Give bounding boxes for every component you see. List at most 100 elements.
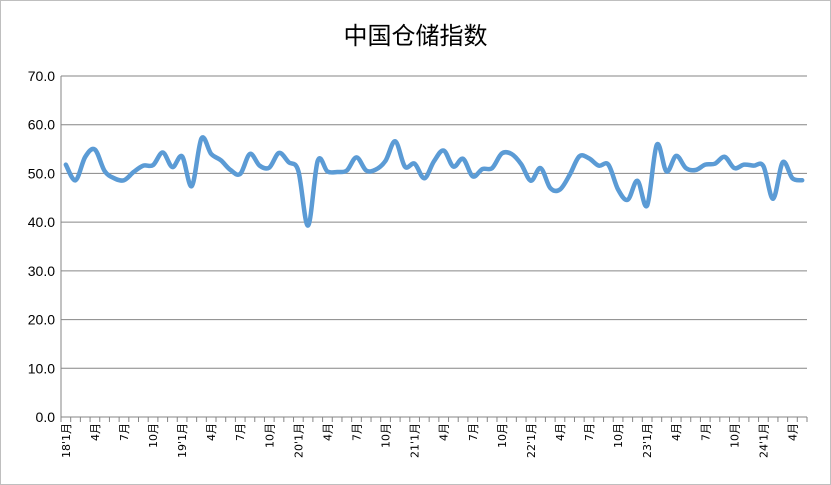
data-point [568,173,572,177]
x-tick-label: 4月 [89,423,102,441]
y-tick-label: 60.0 [28,117,55,133]
data-point [199,136,203,140]
data-point [616,188,620,192]
data-point [170,165,174,169]
data-point [306,224,310,228]
data-point [519,162,523,166]
x-tick-label: 4月 [321,423,334,441]
data-point [229,168,233,172]
x-tick-label: 7月 [583,423,596,441]
data-point [684,166,688,170]
x-tick-label: 7月 [467,423,480,441]
y-tick-label: 50.0 [28,165,55,181]
data-point [364,169,368,173]
data-point [548,186,552,190]
y-tick-label: 20.0 [28,312,55,328]
x-tick-label: 4月 [438,423,451,441]
data-point [354,155,358,159]
data-point [655,143,659,147]
chart-title: 中国仓储指数 [343,22,488,50]
data-point [83,155,87,159]
data-point [267,166,271,170]
y-tick-label: 40.0 [28,214,55,230]
data-point [442,149,446,153]
data-point [151,163,155,167]
x-tick-label: 4月 [554,423,567,441]
data-point [258,164,262,168]
data-point [480,167,484,171]
data-point [64,163,68,167]
data-point [577,154,581,158]
data-point [451,165,455,169]
data-point [374,168,378,172]
data-point [510,152,514,156]
data-point [393,139,397,143]
x-tick-label: 23'1月 [641,423,654,458]
data-point [558,188,562,192]
x-tick-label: 18'1月 [60,423,73,458]
data-point [587,156,591,160]
x-tick-label: 4月 [670,423,683,441]
data-point [345,169,349,173]
data-point [626,198,630,202]
data-point [335,170,339,174]
y-tick-label: 70.0 [28,68,55,84]
x-tick-label: 10月 [728,423,741,448]
data-point [122,178,126,182]
data-point [781,160,785,164]
data-point [635,179,639,183]
data-point [703,163,707,167]
y-tick-label: 10.0 [28,360,55,376]
data-point [277,151,281,155]
data-point [74,178,78,182]
data-point [93,148,97,152]
series-line [63,135,805,228]
x-tick-label: 7月 [118,423,131,441]
data-point [800,178,804,182]
data-point [190,184,194,188]
data-point [461,157,465,161]
data-point [112,176,116,180]
x-tick-label: 21'1月 [409,423,422,458]
data-point [296,169,300,173]
data-point [490,166,494,170]
y-tick-label: 0.0 [36,409,56,425]
x-tick-label: 10月 [263,423,276,448]
data-point [645,204,649,208]
x-tick-label: 20'1月 [292,423,305,458]
data-point [606,163,610,167]
data-point [529,179,533,183]
x-tick-label: 7月 [234,423,247,441]
data-point [248,152,252,156]
data-point [141,164,145,168]
data-point [752,164,756,168]
data-point [674,154,678,158]
data-point [665,169,669,173]
data-point [219,158,223,162]
data-point [694,168,698,172]
data-point [161,150,165,154]
data-point [597,164,601,168]
data-point [238,172,242,176]
data-point [723,155,727,159]
x-tick-label: 4月 [786,423,799,441]
data-point [422,176,426,180]
data-point [384,159,388,163]
data-point [742,163,746,167]
data-point [713,162,717,166]
data-point [103,169,107,173]
data-point [790,176,794,180]
data-point [432,159,436,163]
data-point [316,159,320,163]
data-point [132,170,136,174]
x-tick-label: 24'1月 [757,423,770,458]
data-point [413,162,417,166]
data-point [287,160,291,164]
data-point [539,166,543,170]
x-tick-label: 4月 [205,423,218,441]
x-tick-label: 19'1月 [176,423,189,458]
data-point [403,165,407,169]
y-tick-label: 30.0 [28,263,55,279]
